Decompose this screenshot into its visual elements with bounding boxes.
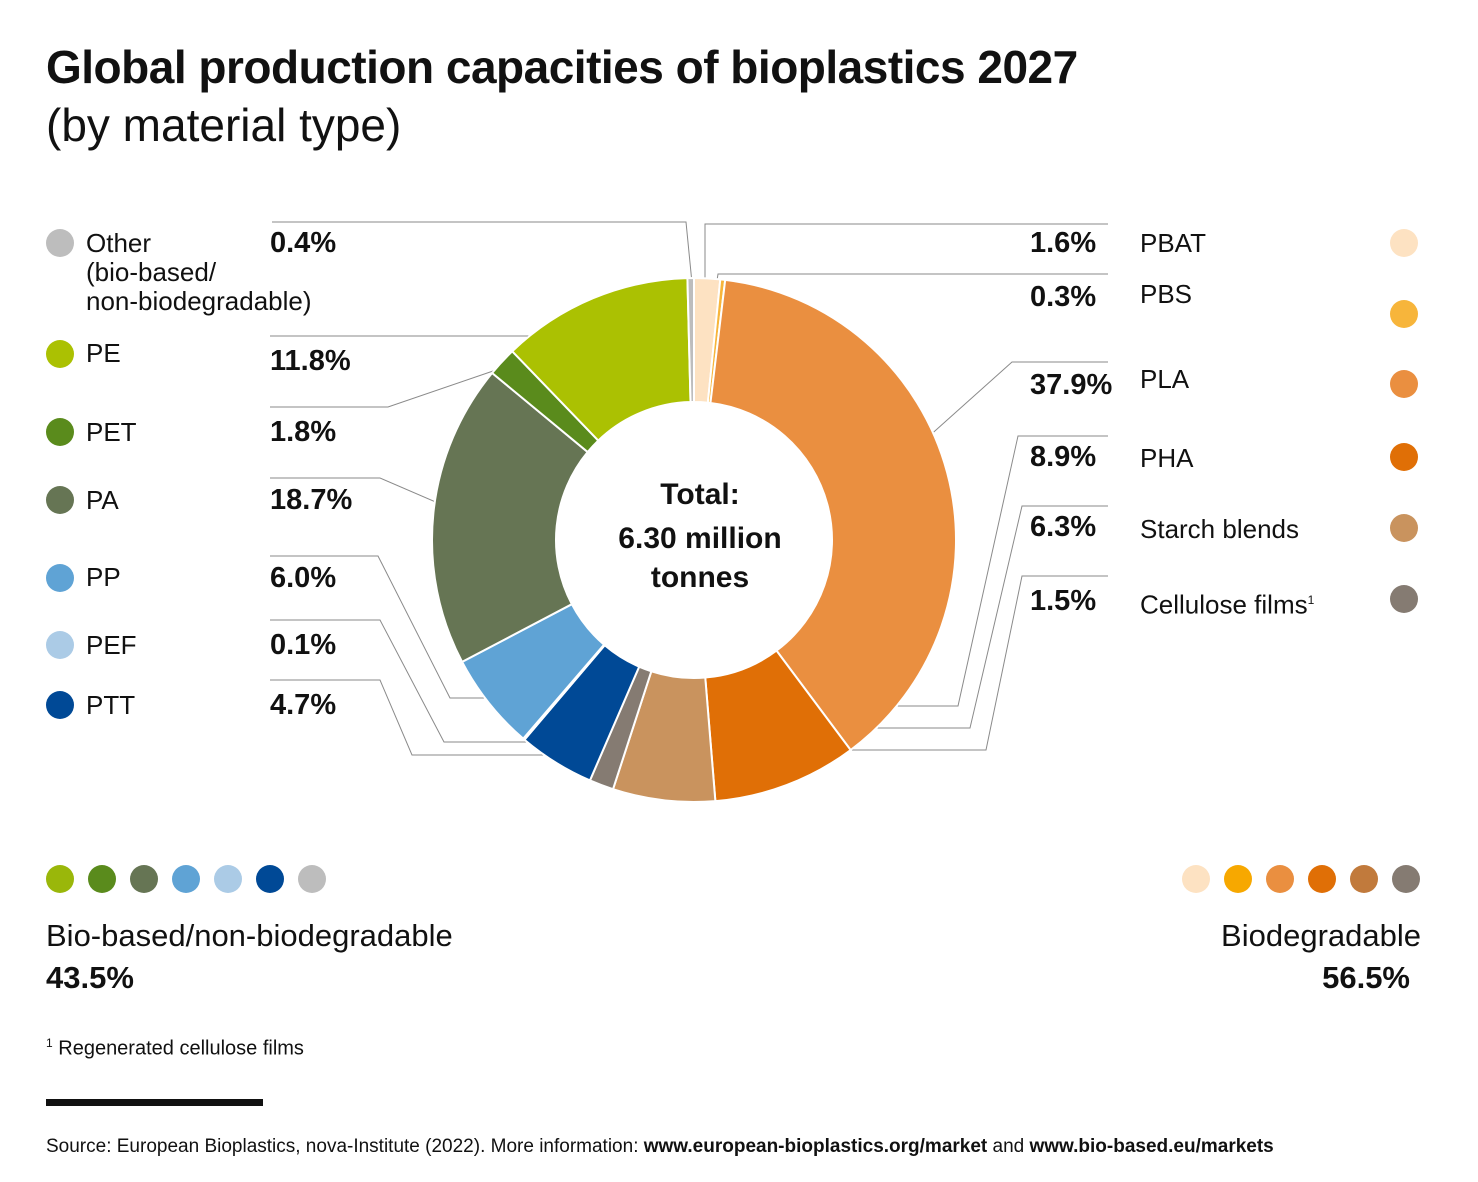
legend-dot-pla — [1390, 370, 1418, 398]
center-total-unit: tonnes — [650, 561, 750, 594]
legend-label-other-3: non-biodegradable) — [86, 286, 312, 316]
legend-label-cellulose-sup: 1 — [1307, 593, 1315, 607]
legend-pct-starch: 6.3% — [1030, 511, 1097, 543]
legend-dot-other — [46, 229, 74, 257]
group-left-dots-dot-5 — [256, 865, 284, 893]
legend-dot-pbs — [1390, 300, 1418, 328]
donut-slices — [431, 276, 957, 803]
group-left-label: Bio-based/non-biodegradable — [46, 918, 453, 953]
leader-line-other — [272, 221, 693, 284]
group-right-label: Biodegradable — [1221, 918, 1421, 953]
group-right-dots-dot-4 — [1350, 865, 1378, 893]
group-left-value: 43.5% — [46, 960, 134, 995]
legend-pct-other: 0.4% — [270, 227, 337, 259]
legend-pct-pe: 11.8% — [270, 345, 351, 377]
group-left-dots-dot-1 — [88, 865, 116, 893]
group-right-dots-dot-3 — [1308, 865, 1336, 893]
legend-pct-pbat: 1.6% — [1030, 227, 1097, 259]
legend-dot-cellulose — [1390, 585, 1418, 613]
source-line: Source: European Bioplastics, nova-Insti… — [46, 1136, 1274, 1158]
slice-other-bio-based-non-biodegradable — [686, 276, 695, 404]
source-prefix: Source: European Bioplastics, nova-Insti… — [46, 1136, 644, 1157]
leader-line-pef — [270, 619, 528, 743]
legend-label-pe: PE — [86, 338, 121, 368]
center-total-value: 6.30 million — [618, 522, 782, 555]
leader-line-pet — [270, 369, 497, 408]
legend-label-pa: PA — [86, 485, 119, 515]
legend-pct-cellulose: 1.5% — [1030, 585, 1097, 617]
group-left-dots-dot-3 — [172, 865, 200, 893]
legend-label-pbs: PBS — [1140, 279, 1193, 309]
legend-label-cellulose: Cellulose films1 — [1140, 586, 1314, 620]
legend-label-ptt: PTT — [86, 690, 136, 720]
legend-pct-pa: 18.7% — [270, 484, 353, 516]
legend-label-pha: PHA — [1140, 443, 1194, 473]
source-mid: and — [987, 1136, 1030, 1157]
divider-rule — [46, 1099, 263, 1106]
center-total-label: Total: — [660, 478, 740, 511]
legend-dot-pp — [46, 564, 74, 592]
group-right-dots-dot-0 — [1182, 865, 1210, 893]
legend-pct-pbs: 0.3% — [1030, 281, 1097, 313]
group-right-dots-dot-1 — [1224, 865, 1252, 893]
legend-label-pef: PEF — [86, 630, 137, 660]
legend-pct-pet: 1.8% — [270, 416, 337, 448]
legend-pct-pef: 0.1% — [270, 629, 337, 661]
legend-label-starch: Starch blends — [1140, 514, 1299, 544]
legend-dot-pa — [46, 486, 74, 514]
chart-subtitle: (by material type) — [46, 99, 402, 151]
group-right-dots-dot-5 — [1392, 865, 1420, 893]
legend-label-cellulose-text: Cellulose films — [1140, 589, 1308, 620]
legend-dot-pe — [46, 340, 74, 368]
source-link-bio-based[interactable]: www.bio-based.eu/markets — [1029, 1136, 1274, 1157]
leader-line-pla — [897, 361, 1108, 465]
group-right-dots-dot-2 — [1266, 865, 1294, 893]
slice-pla — [709, 278, 957, 752]
group-right-value: 56.5% — [1322, 960, 1410, 995]
slice-pa — [431, 371, 590, 664]
chart-title: Global production capacities of bioplast… — [46, 41, 1078, 93]
legend-label-pbat: PBAT — [1140, 228, 1206, 258]
legend-label-pla: PLA — [1140, 364, 1190, 394]
legend-label-pet: PET — [86, 417, 137, 447]
footnote: 1 Regenerated cellulose films — [46, 1036, 304, 1061]
leader-line-pbat — [704, 223, 1108, 292]
leader-line-ptt — [270, 679, 558, 756]
legend-dot-pha — [1390, 443, 1418, 471]
leader-line-pp — [270, 555, 500, 699]
legend-dot-pet — [46, 418, 74, 446]
legend-dot-ptt — [46, 691, 74, 719]
legend-label-pp: PP — [86, 562, 121, 592]
legend-pct-pla: 37.9% — [1030, 369, 1113, 401]
footnote-text: Regenerated cellulose films — [58, 1037, 304, 1060]
legend-pct-pp: 6.0% — [270, 562, 337, 594]
group-left-dots-dot-2 — [130, 865, 158, 893]
legend-dot-pef — [46, 631, 74, 659]
legend-dot-starch — [1390, 514, 1418, 542]
group-left-dots-dot-0 — [46, 865, 74, 893]
footnote-sup: 1 — [46, 1036, 53, 1050]
source-link-european-bioplastics[interactable]: www.european-bioplastics.org/market — [643, 1136, 988, 1157]
legend-pct-pha: 8.9% — [1030, 441, 1097, 473]
group-left-dots-dot-6 — [298, 865, 326, 893]
group-left-dots-dot-4 — [214, 865, 242, 893]
legend-label-other-2: (bio-based/ — [86, 257, 217, 287]
legend-pct-ptt: 4.7% — [270, 689, 337, 721]
legend-label-other: Other — [86, 228, 152, 258]
legend-dot-pbat — [1390, 229, 1418, 257]
